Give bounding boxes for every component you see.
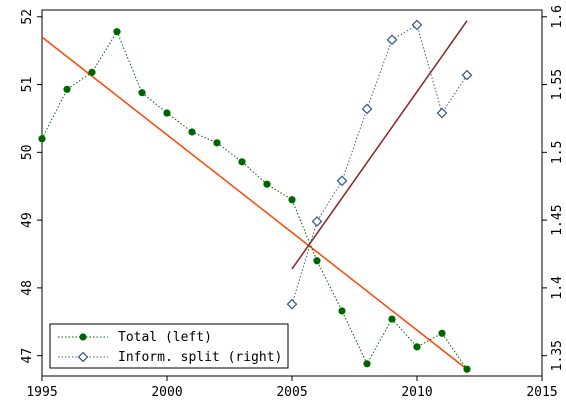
- data-point-total: [113, 28, 121, 36]
- y-left-tick-label: 48: [20, 280, 35, 296]
- data-point-total: [338, 307, 346, 315]
- x-axis: 1995 2000 2005 2010 2015: [26, 376, 558, 400]
- y-right-tick-label: 1.45: [550, 204, 565, 235]
- y-right-tick-label: 1.4: [550, 276, 565, 300]
- data-point-split: [311, 216, 323, 227]
- data-point-total: [363, 360, 371, 368]
- data-point-split: [436, 107, 448, 119]
- data-point-total: [388, 315, 396, 323]
- legend: Total (left) Inform. split (right): [49, 323, 289, 369]
- legend-marker-split: [77, 351, 89, 363]
- trend-lines: [41, 20, 468, 370]
- x-tick-label: 2015: [526, 385, 557, 400]
- y-left-tick-label: 47: [20, 348, 35, 364]
- y-left-tick-label: 50: [20, 145, 35, 161]
- y-right-tick-label: 1.6: [550, 5, 565, 28]
- data-point-total: [63, 85, 71, 93]
- x-tick-label: 2005: [276, 385, 307, 400]
- data-point-split: [411, 19, 423, 31]
- x-tick-label: 2010: [401, 385, 432, 400]
- right-y-axis: 1.35 1.4 1.45 1.5 1.55 1.6: [542, 5, 565, 371]
- data-point-total: [438, 329, 446, 337]
- data-point-total: [263, 180, 271, 188]
- left-y-axis: 47 48 49 50 51 52: [20, 9, 42, 364]
- legend-label-total: Total (left): [118, 330, 212, 345]
- data-point-total: [188, 128, 196, 136]
- data-point-total: [88, 68, 96, 76]
- trend-line-left: [41, 36, 468, 370]
- data-point-split: [336, 175, 348, 187]
- data-point-split: [386, 34, 398, 46]
- data-point-total: [213, 139, 221, 147]
- data-point-total: [313, 257, 321, 265]
- data-point-total: [288, 196, 296, 204]
- y-left-tick-label: 52: [20, 9, 35, 25]
- y-right-tick-label: 1.35: [550, 340, 565, 371]
- data-point-split: [361, 103, 373, 115]
- data-point-total: [463, 365, 471, 373]
- data-point-total: [138, 89, 146, 97]
- legend-box: [49, 323, 289, 369]
- series-group: [38, 19, 473, 373]
- data-point-total: [38, 135, 46, 143]
- data-point-total: [413, 343, 421, 351]
- legend-label-split: Inform. split (right): [118, 350, 282, 365]
- x-tick-label: 1995: [26, 385, 57, 400]
- x-tick-label: 2000: [151, 385, 182, 400]
- trend-line-right: [291, 20, 468, 270]
- y-left-tick-label: 49: [20, 212, 35, 228]
- data-point-split: [286, 298, 298, 310]
- y-right-tick-label: 1.55: [550, 69, 565, 100]
- plot-frame: [41, 9, 543, 377]
- y-right-tick-label: 1.5: [550, 141, 565, 164]
- legend-marker-total: [79, 333, 87, 341]
- data-point-split: [461, 69, 473, 81]
- data-point-total: [238, 158, 246, 166]
- y-left-tick-label: 51: [20, 77, 35, 93]
- series-line-split: [291, 24, 468, 305]
- data-point-total: [163, 109, 171, 117]
